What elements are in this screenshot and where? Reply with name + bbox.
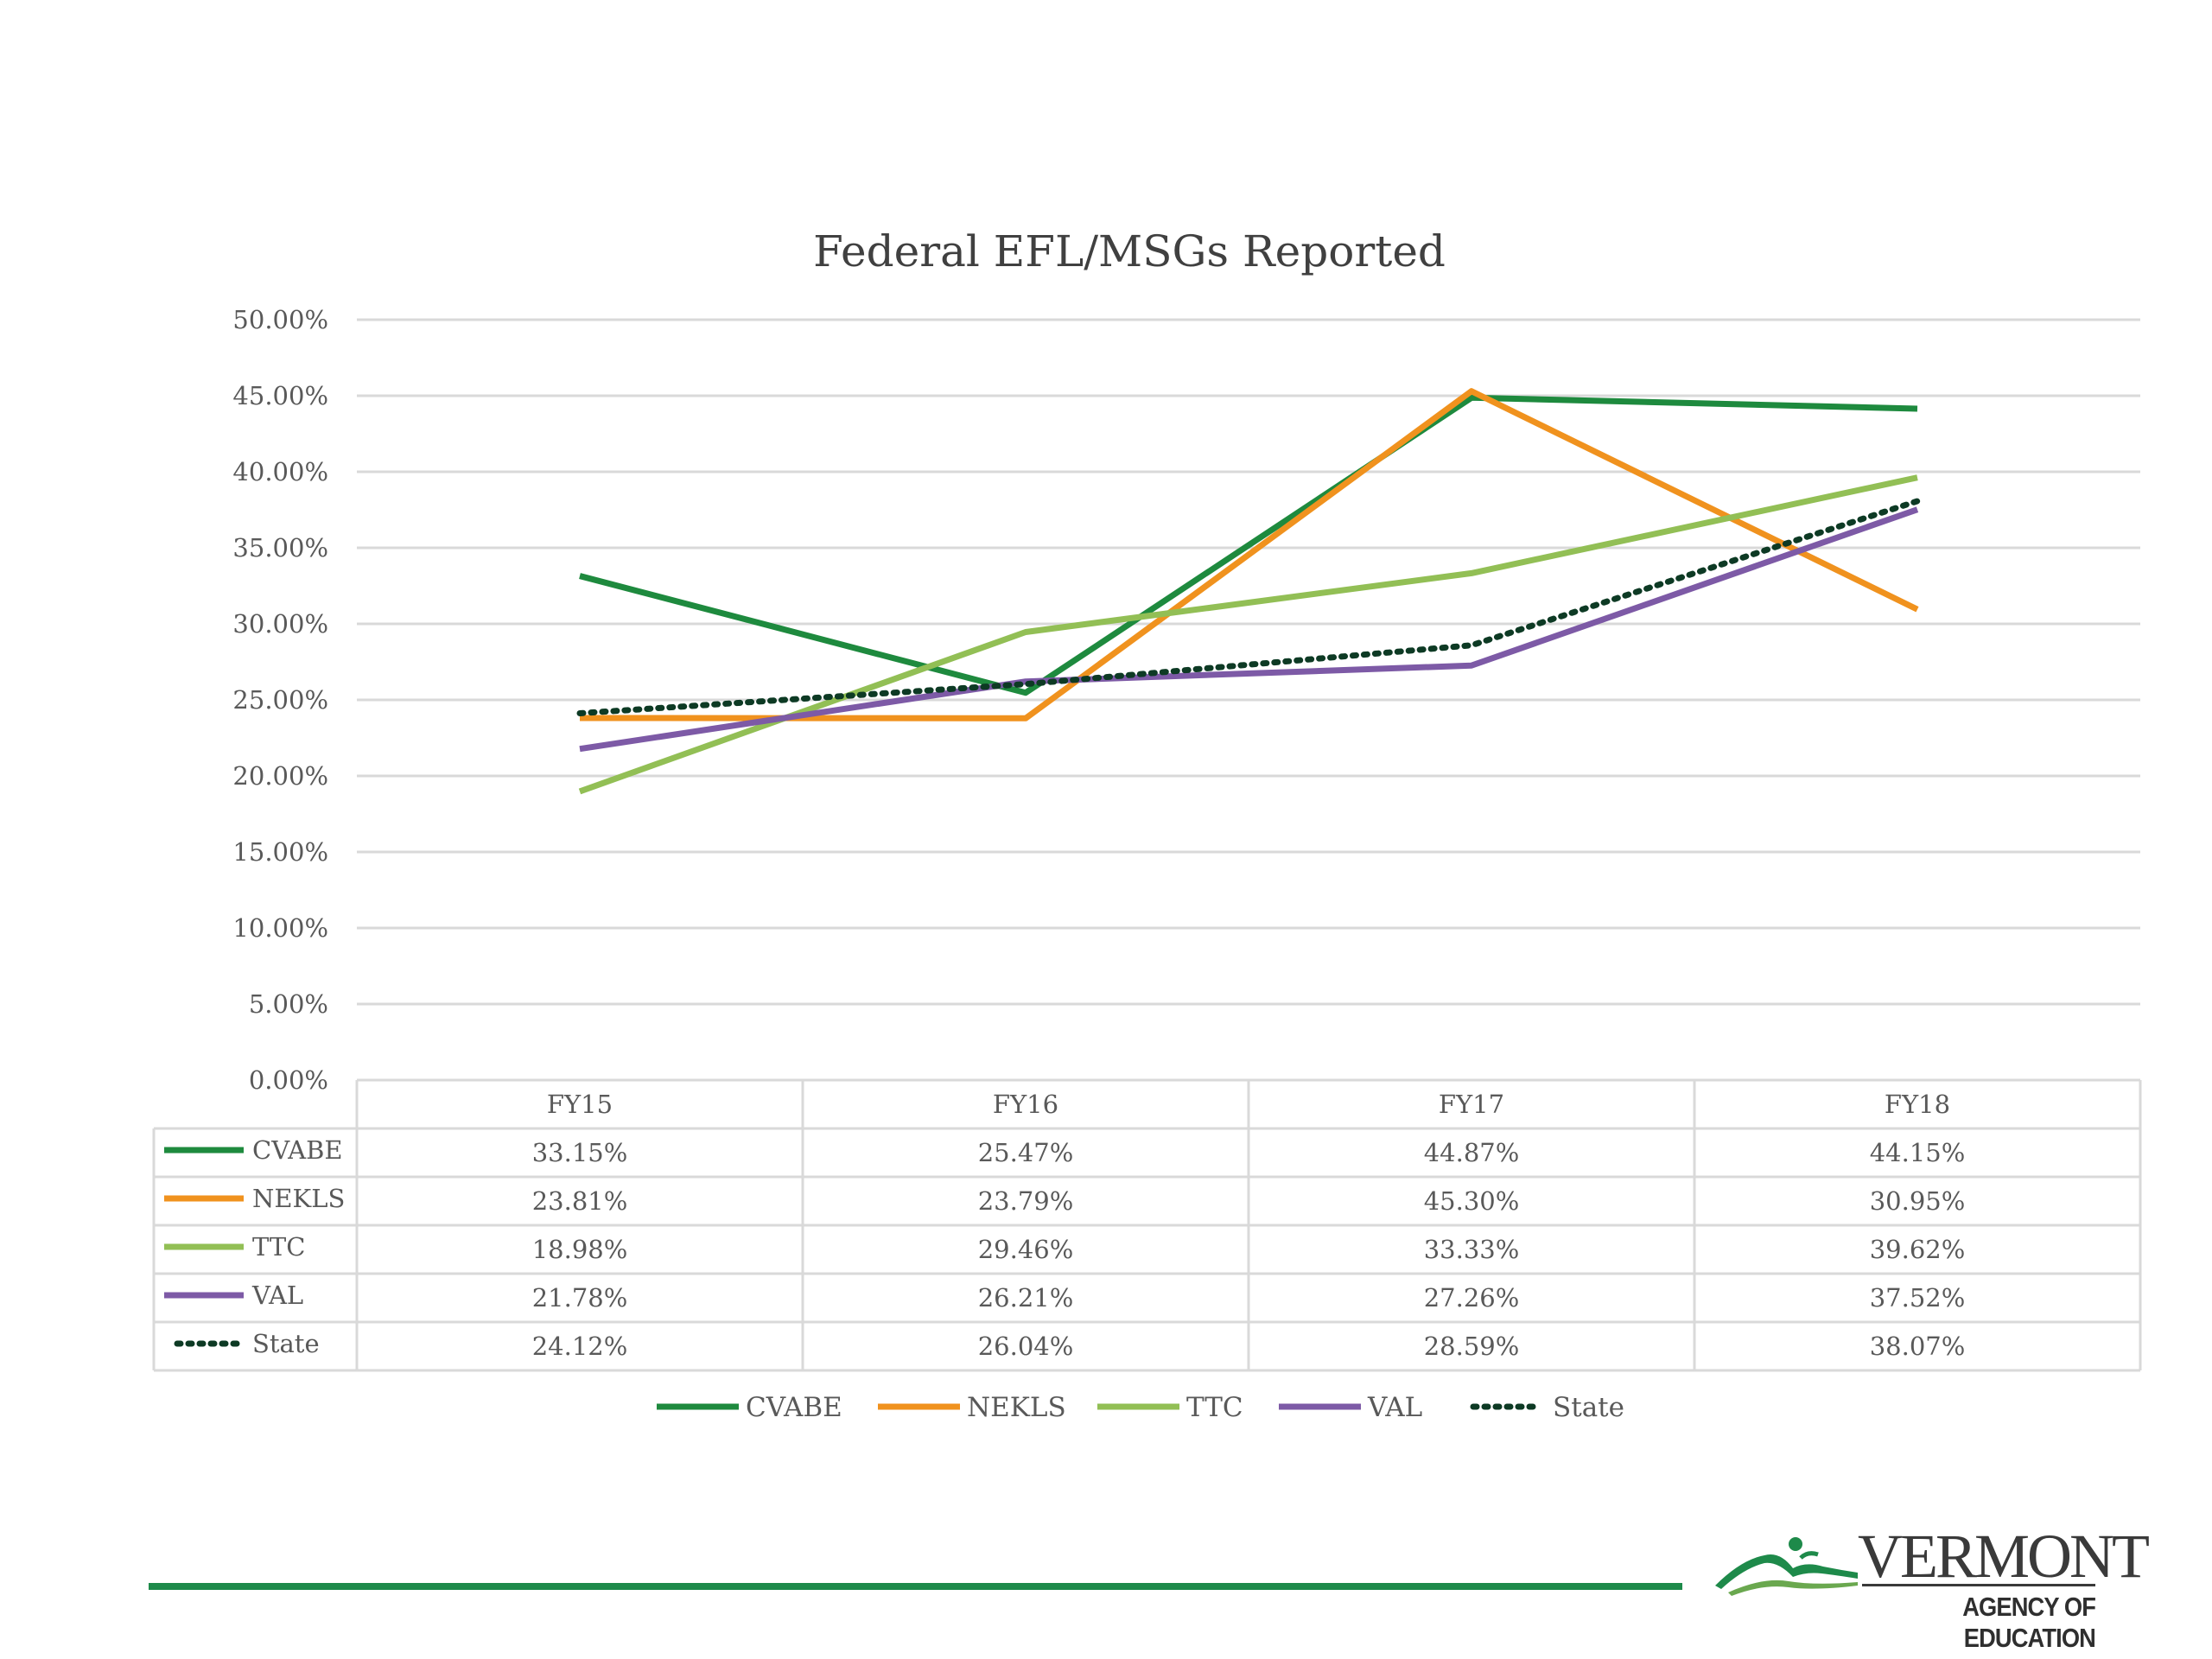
table-cell-value: 44.15%: [1870, 1138, 1966, 1167]
y-tick-label: 20.00%: [232, 761, 328, 791]
y-tick-label: 35.00%: [232, 533, 328, 563]
y-tick-label: 0.00%: [249, 1065, 328, 1095]
y-tick-label: 40.00%: [232, 457, 328, 486]
y-tick-label: 15.00%: [232, 837, 328, 867]
vermont-agency-logo: VERMONT AGENCY OF EDUCATION: [1711, 1525, 2150, 1653]
y-tick-label: 10.00%: [232, 913, 328, 943]
legend-label: CVABE: [746, 1392, 842, 1423]
table-cell-value: 30.95%: [1870, 1186, 1966, 1216]
gridlines: [357, 318, 2140, 1082]
x-category-label: FY16: [993, 1090, 1058, 1119]
legend-label: VAL: [1367, 1392, 1422, 1423]
x-category-label: FY17: [1439, 1090, 1504, 1119]
series-lines: [576, 388, 1921, 795]
table-cell-value: 27.26%: [1424, 1283, 1520, 1313]
legend-label: State: [1553, 1392, 1624, 1423]
table-series-label: CVABE: [252, 1135, 343, 1165]
table-cell-value: 24.12%: [532, 1332, 628, 1361]
mountain-logo-icon: [1715, 1537, 1858, 1596]
data-table: FY15 FY16 FY17 FY18 CVABE 33.15% 25.47% 44.87% 4…: [152, 1078, 2142, 1372]
y-tick-label: 25.00%: [232, 685, 328, 715]
y-tick-label: 5.00%: [249, 989, 328, 1019]
logo-subtitle: AGENCY OF EDUCATION: [1962, 1592, 2096, 1653]
table-series-label: State: [252, 1329, 320, 1358]
table-cell-value: 44.87%: [1424, 1138, 1520, 1167]
table-cell-value: 33.15%: [532, 1138, 628, 1167]
table-cell-value: 21.78%: [532, 1283, 628, 1313]
table-cell-value: 39.62%: [1870, 1235, 1966, 1264]
table-cell-value: 45.30%: [1424, 1186, 1520, 1216]
y-tick-label: 45.00%: [232, 381, 328, 410]
table-cell-value: 23.79%: [978, 1186, 1074, 1216]
table-cell-value: 18.98%: [532, 1235, 628, 1264]
table-series-label: NEKLS: [252, 1184, 345, 1213]
table-cell-value: 25.47%: [978, 1138, 1074, 1167]
table-cell-value: 38.07%: [1870, 1332, 1966, 1361]
series-line-val: [579, 506, 1919, 753]
table-cell-value: 37.52%: [1870, 1283, 1966, 1313]
table-cell-value: 33.33%: [1424, 1235, 1520, 1264]
legend-label: NEKLS: [967, 1392, 1066, 1423]
table-cell-value: 29.46%: [978, 1235, 1074, 1264]
y-axis-ticks: 50.00% 45.00% 40.00% 35.00% 30.00% 25.00% 20.0…: [232, 305, 328, 1095]
logo-divider: [1862, 1584, 2095, 1586]
x-category-label: FY18: [1885, 1090, 1950, 1119]
x-category-label: FY15: [547, 1090, 613, 1119]
series-line-nekls: [579, 388, 1919, 721]
table-cell-value: 26.04%: [978, 1332, 1074, 1361]
legend-label: TTC: [1186, 1392, 1243, 1423]
table-cell-value: 23.81%: [532, 1186, 628, 1216]
legend: CVABE NEKLS TTC VAL State: [657, 1392, 1624, 1423]
chart-title: Federal EFL/MSGs Reported: [813, 226, 1446, 276]
y-tick-label: 30.00%: [232, 609, 328, 639]
series-line-cvabe: [579, 394, 1918, 696]
y-tick-label: 50.00%: [232, 305, 328, 334]
footer-rule: [149, 1583, 1682, 1590]
table-series-label: TTC: [252, 1232, 305, 1262]
series-line-state: [576, 498, 1921, 716]
logo-wordmark: VERMONT: [1858, 1522, 2150, 1591]
table-cell-value: 26.21%: [978, 1283, 1074, 1313]
table-series-label: VAL: [251, 1281, 303, 1310]
series-line-ttc: [578, 474, 1918, 795]
table-cell-value: 28.59%: [1424, 1332, 1520, 1361]
